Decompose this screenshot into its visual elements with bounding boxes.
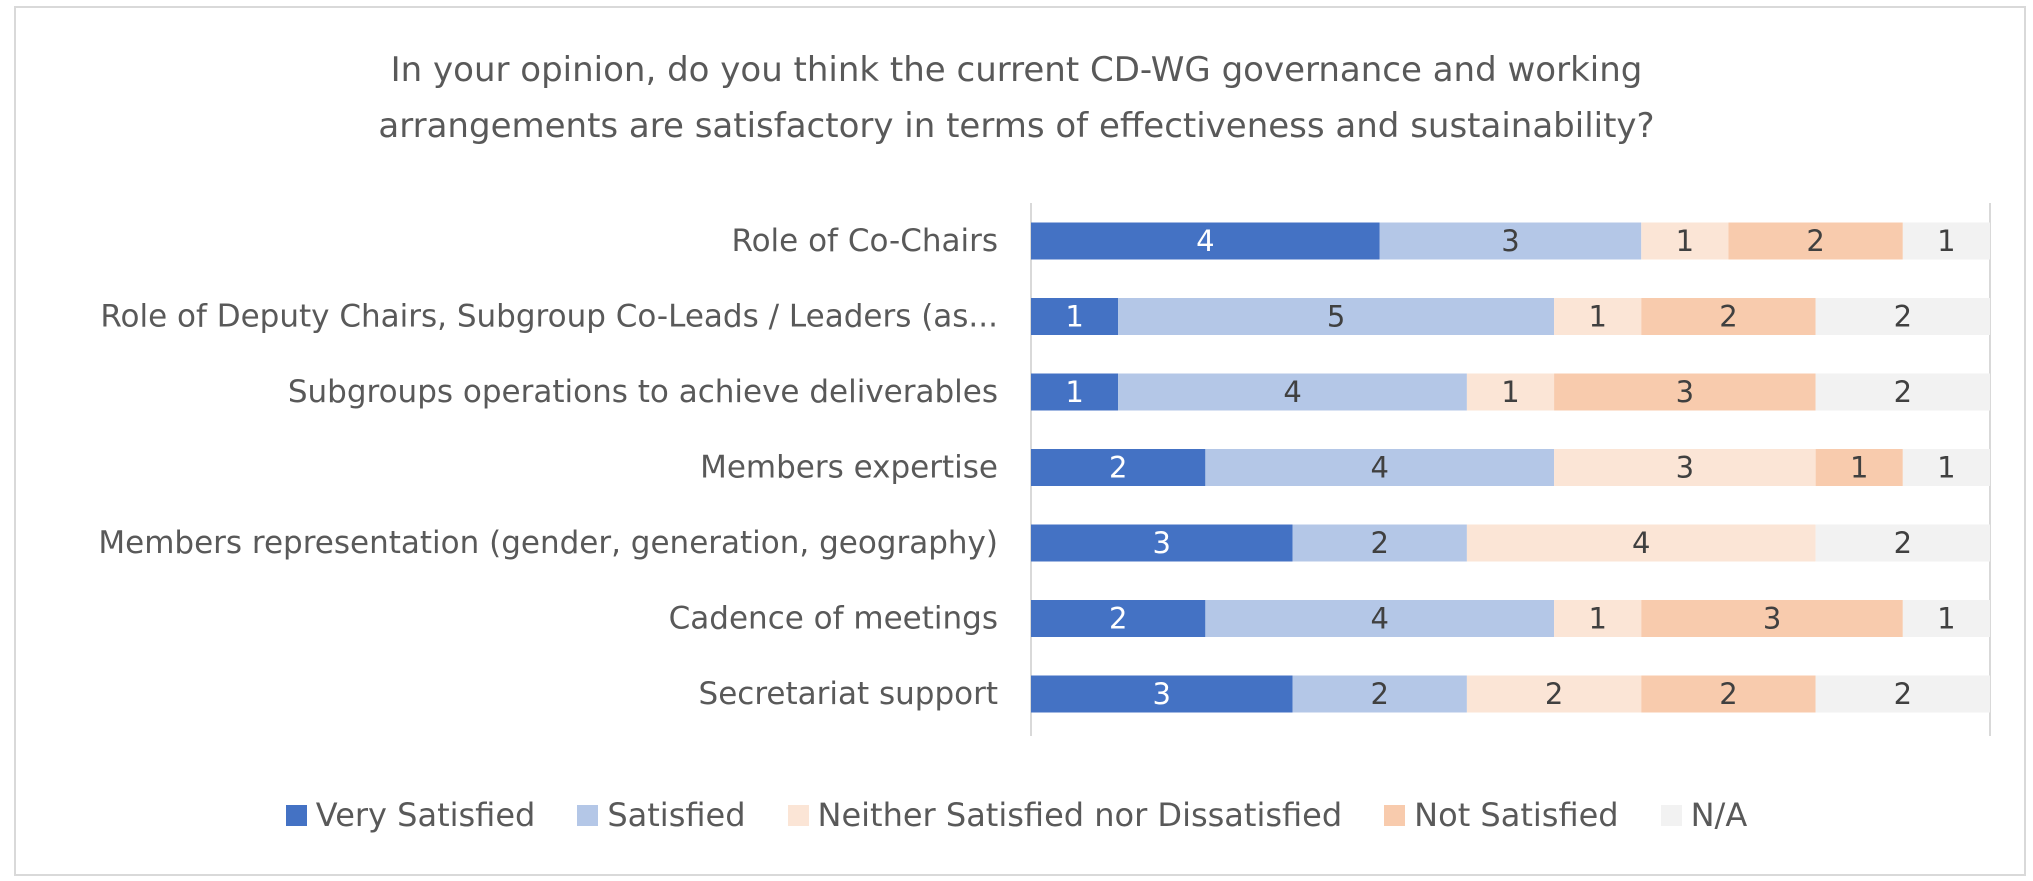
data-label: 4 <box>1283 375 1301 409</box>
data-label: 1 <box>1937 451 1955 485</box>
category-label: Members representation (gender, generati… <box>98 525 998 561</box>
data-label: 2 <box>1894 300 1912 334</box>
data-label: 3 <box>1501 224 1519 258</box>
bar-segment-n-a <box>1902 600 1990 637</box>
bar-segment-very-satisfied <box>1031 675 1293 713</box>
data-label: 1 <box>1937 602 1955 636</box>
category-label: Role of Co-Chairs <box>731 223 998 259</box>
data-label: 3 <box>1676 451 1694 485</box>
data-label: 1 <box>1937 224 1955 258</box>
bar-segment-neither-satisfied-nor-dissatisfied <box>1554 600 1642 637</box>
legend-item-not-satisfied: Not Satisfied <box>1384 796 1619 834</box>
category-label: Secretariat support <box>699 676 998 712</box>
bar-segment-n-a <box>1815 524 1990 562</box>
data-label: 3 <box>1763 602 1781 636</box>
data-label: 1 <box>1501 375 1519 409</box>
data-label: 1 <box>1065 300 1083 334</box>
data-label: 2 <box>1894 375 1912 409</box>
bar-segment-n-a <box>1815 373 1990 411</box>
bar-segment-not-satisfied <box>1728 222 1903 260</box>
data-label: 4 <box>1632 526 1650 560</box>
data-label: 2 <box>1545 677 1563 711</box>
category-label: Role of Deputy Chairs, Subgroup Co-Leads… <box>100 299 998 335</box>
bar-segment-not-satisfied <box>1641 675 1816 713</box>
bar-segment-not-satisfied <box>1641 600 1903 637</box>
bar-segment-not-satisfied <box>1641 298 1816 335</box>
legend-swatch <box>787 804 809 826</box>
bar-segment-neither-satisfied-nor-dissatisfied <box>1554 449 1816 486</box>
bar-segment-very-satisfied <box>1031 373 1119 411</box>
data-label: 1 <box>1588 300 1606 334</box>
data-label: 2 <box>1371 526 1389 560</box>
data-label: 4 <box>1196 224 1214 258</box>
chart-title: In your opinion, do you think the curren… <box>0 42 2033 154</box>
bar-segment-satisfied <box>1205 449 1555 486</box>
data-label: 2 <box>1894 677 1912 711</box>
bar-segment-very-satisfied <box>1031 600 1206 637</box>
bar-segment-very-satisfied <box>1031 449 1206 486</box>
legend-label: Not Satisfied <box>1414 796 1619 834</box>
bars-group: 4 3 1 2 1 1 5 1 2 2 1 4 1 3 2 2 4 3 1 1 3 2 4 2 2 4 1 3 1 3 2 2 2 2 <box>1031 222 1990 713</box>
bar-segment-satisfied <box>1205 600 1555 637</box>
data-label: 3 <box>1153 677 1171 711</box>
legend-item-n-a: N/A <box>1660 796 1748 834</box>
bar-segment-n-a <box>1815 675 1990 713</box>
bar-segment-n-a <box>1815 298 1990 335</box>
legend-label: Satisfied <box>607 796 746 834</box>
bar-segment-not-satisfied <box>1815 449 1903 486</box>
data-label: 4 <box>1371 451 1389 485</box>
legend-item-very-satisfied: Very Satisfied <box>285 796 536 834</box>
category-label: Subgroups operations to achieve delivera… <box>288 374 998 410</box>
chart-title-line-2: arrangements are satisfactory in terms o… <box>378 106 1655 146</box>
bar-segment-satisfied <box>1379 222 1642 260</box>
data-label: 2 <box>1719 677 1737 711</box>
data-label: 1 <box>1588 602 1606 636</box>
bar-segment-neither-satisfied-nor-dissatisfied <box>1466 373 1555 411</box>
data-label: 1 <box>1676 224 1694 258</box>
legend-item-neither-satisfied-nor-dissatisfied: Neither Satisfied nor Dissatisfied <box>787 796 1343 834</box>
bar-segment-neither-satisfied-nor-dissatisfied <box>1466 524 1816 562</box>
data-label: 2 <box>1371 677 1389 711</box>
data-label: 5 <box>1327 300 1345 334</box>
legend-label: Neither Satisfied nor Dissatisfied <box>817 796 1343 834</box>
data-label: 3 <box>1153 526 1171 560</box>
data-label: 2 <box>1109 602 1127 636</box>
data-label: 2 <box>1109 451 1127 485</box>
chart-title-line-1: In your opinion, do you think the curren… <box>390 50 1643 90</box>
bar-segment-not-satisfied <box>1554 373 1816 411</box>
legend-swatch <box>1660 804 1682 826</box>
legend-swatch <box>285 804 307 826</box>
bar-segment-n-a <box>1902 449 1990 486</box>
data-label: 1 <box>1065 375 1083 409</box>
bar-segment-very-satisfied <box>1031 298 1119 335</box>
legend-item-satisfied: Satisfied <box>577 796 746 834</box>
category-label: Members expertise <box>700 450 998 486</box>
bar-segment-satisfied <box>1118 298 1555 335</box>
bar-segment-satisfied <box>1292 675 1467 713</box>
bar-segment-neither-satisfied-nor-dissatisfied <box>1466 675 1642 713</box>
data-label: 4 <box>1371 602 1389 636</box>
category-labels-group: Role of Co-Chairs Role of Deputy Chairs, … <box>98 223 998 712</box>
category-label: Cadence of meetings <box>669 601 998 637</box>
data-label: 3 <box>1676 375 1694 409</box>
data-label: 2 <box>1719 300 1737 334</box>
bar-segment-n-a <box>1902 222 1990 260</box>
data-label: 1 <box>1850 451 1868 485</box>
bar-segment-very-satisfied <box>1031 222 1380 260</box>
legend-label: Very Satisfied <box>315 796 536 834</box>
legend: Very Satisfied Satisfied Neither Satisfied… <box>0 796 2033 834</box>
bar-segment-neither-satisfied-nor-dissatisfied <box>1641 222 1729 260</box>
bar-segment-very-satisfied <box>1031 524 1293 562</box>
bar-segment-satisfied <box>1118 373 1467 411</box>
data-label: 2 <box>1894 526 1912 560</box>
bar-segment-satisfied <box>1292 524 1467 562</box>
legend-swatch <box>577 804 599 826</box>
legend-label: N/A <box>1690 796 1748 834</box>
chart-frame <box>14 6 2026 876</box>
legend-swatch <box>1384 804 1406 826</box>
bar-segment-neither-satisfied-nor-dissatisfied <box>1554 298 1642 335</box>
data-label: 2 <box>1806 224 1824 258</box>
